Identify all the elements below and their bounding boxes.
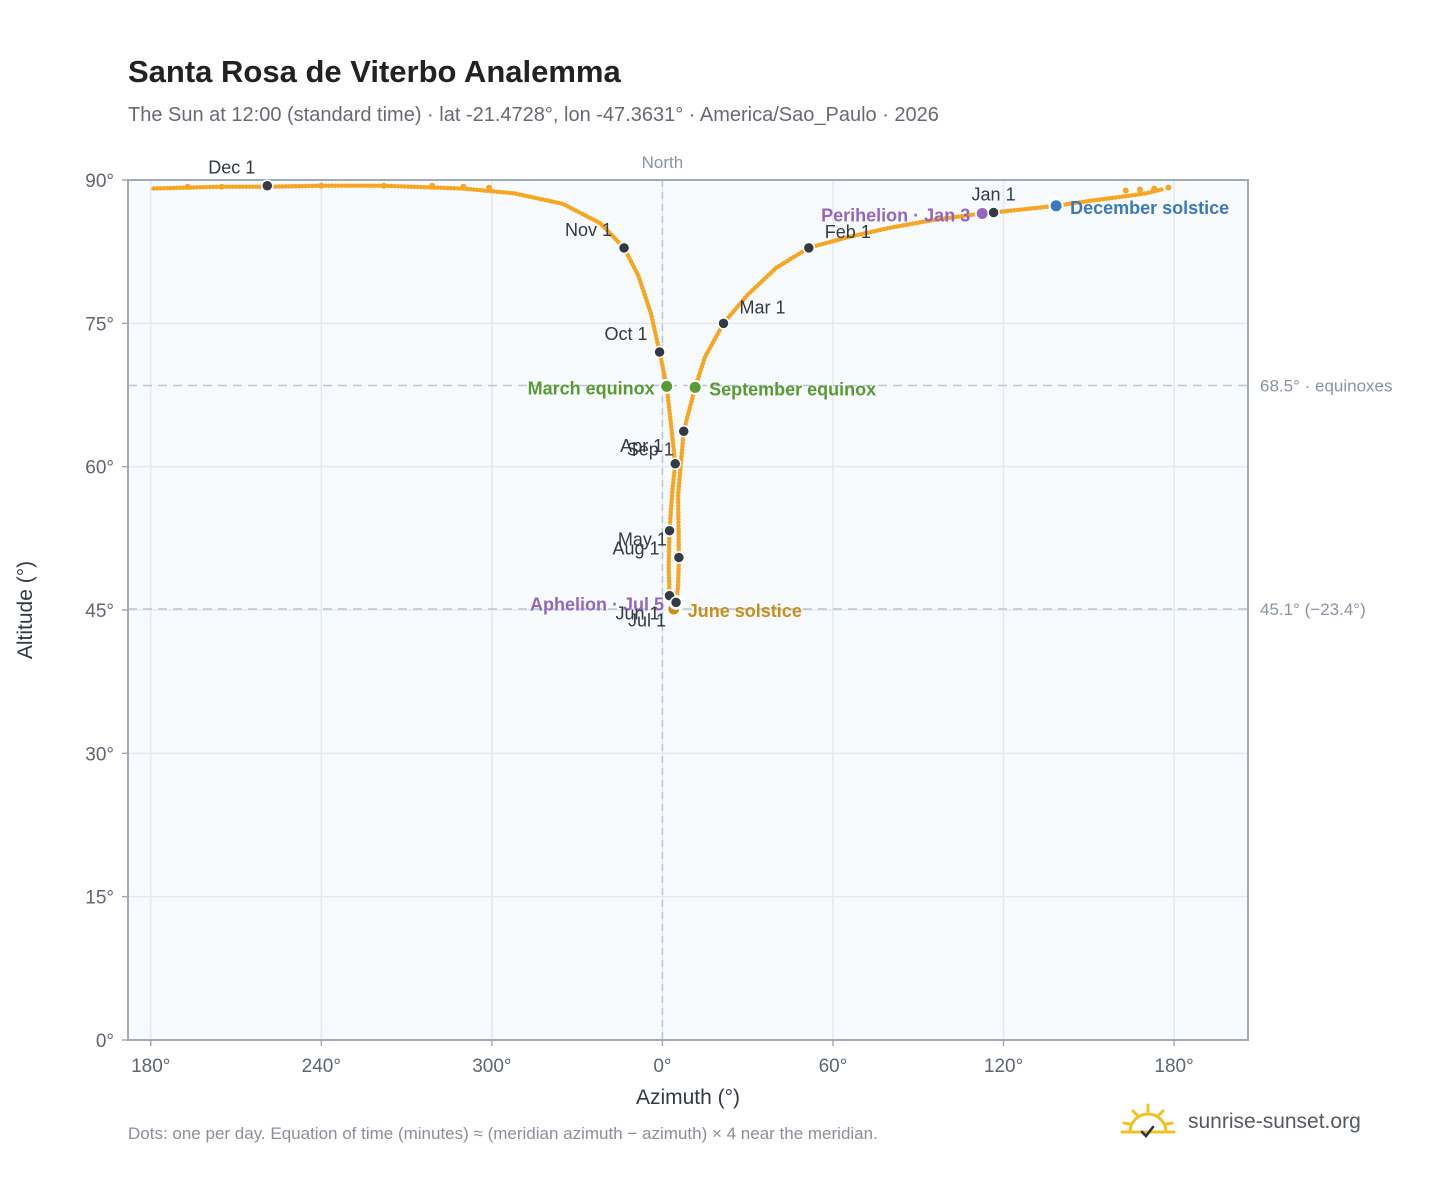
month-label: Aug 1 <box>612 539 659 559</box>
y-tick-label: 75° <box>85 314 114 335</box>
event-label: September equinox <box>709 379 876 399</box>
x-axis-label: Azimuth (°) <box>636 1086 740 1109</box>
brand[interactable]: sunrise-sunset.org <box>1120 1102 1361 1142</box>
month-label: Apr 1 <box>620 436 663 456</box>
daily-dot <box>460 183 467 190</box>
daily-dot <box>1122 187 1129 194</box>
chart-title: Santa Rosa de Viterbo Analemma <box>128 54 621 89</box>
reference-line-label: 68.5° · equinoxes <box>1260 376 1393 395</box>
x-tick-label: 180° <box>1154 1056 1193 1077</box>
x-tick-label: 60° <box>819 1056 848 1077</box>
y-axis-label: Altitude (°) <box>14 561 37 659</box>
month-marker <box>653 345 666 359</box>
daily-dot <box>218 183 225 190</box>
month-label: Jun 1 <box>615 604 659 624</box>
month-marker <box>677 425 690 438</box>
event-label: December solstice <box>1070 198 1229 218</box>
reference-line-label: 45.1° (−23.4°) <box>1260 600 1366 619</box>
y-tick-label: 30° <box>85 744 114 765</box>
y-tick-label: 90° <box>85 171 114 192</box>
month-label: Mar 1 <box>740 297 786 317</box>
daily-dot <box>184 183 191 190</box>
x-tick-label: 0° <box>653 1056 671 1077</box>
brand-name: sunrise-sunset.org <box>1188 1110 1361 1133</box>
daily-dot <box>380 182 387 189</box>
x-tick-label: 300° <box>472 1056 511 1077</box>
month-label: Nov 1 <box>565 220 612 240</box>
y-tick-label: 15° <box>85 888 114 909</box>
month-label: Jul 1 <box>628 610 666 630</box>
daily-dot <box>1136 186 1143 193</box>
daily-dot <box>1151 185 1158 192</box>
event-label: June solstice <box>688 601 802 621</box>
sun-logo-icon <box>1120 1103 1176 1138</box>
month-marker <box>802 241 816 255</box>
event-label: Aphelion · Jul 5 <box>530 594 664 614</box>
chart-footnote: Dots: one per day. Equation of time (min… <box>128 1124 878 1143</box>
daily-dot <box>1165 184 1172 191</box>
plot-frame <box>127 179 1249 1041</box>
month-label: Oct 1 <box>605 324 648 344</box>
month-marker <box>261 179 274 192</box>
event-label: March equinox <box>528 378 655 398</box>
y-tick-label: 45° <box>85 601 114 622</box>
month-marker <box>668 457 682 471</box>
daily-dot <box>429 182 436 189</box>
month-label: May 1 <box>618 529 667 549</box>
event-marker <box>687 379 703 395</box>
x-tick-label: 120° <box>984 1056 1023 1077</box>
month-marker <box>617 241 631 255</box>
month-marker <box>987 206 1000 219</box>
daily-dot <box>486 184 493 191</box>
x-tick-label: 180° <box>131 1056 170 1077</box>
x-tick-label: 240° <box>302 1056 341 1077</box>
y-tick-label: 60° <box>85 458 114 479</box>
daily-dot <box>318 182 325 189</box>
event-marker <box>1048 198 1064 214</box>
meridian-label: North <box>642 153 684 172</box>
month-marker <box>672 551 686 564</box>
event-marker <box>974 205 990 221</box>
month-marker <box>717 317 730 330</box>
chart-subtitle: The Sun at 12:00 (standard time) · lat -… <box>128 104 939 126</box>
event-label: Perihelion · Jan 3 <box>821 205 970 225</box>
month-marker <box>669 596 683 609</box>
y-tick-label: 0° <box>96 1031 114 1052</box>
month-label: Feb 1 <box>825 222 871 242</box>
month-marker <box>663 524 676 537</box>
month-label: Jan 1 <box>972 184 1016 204</box>
month-label: Dec 1 <box>208 158 255 178</box>
month-label: Sep 1 <box>627 439 674 459</box>
event-marker <box>659 378 675 394</box>
